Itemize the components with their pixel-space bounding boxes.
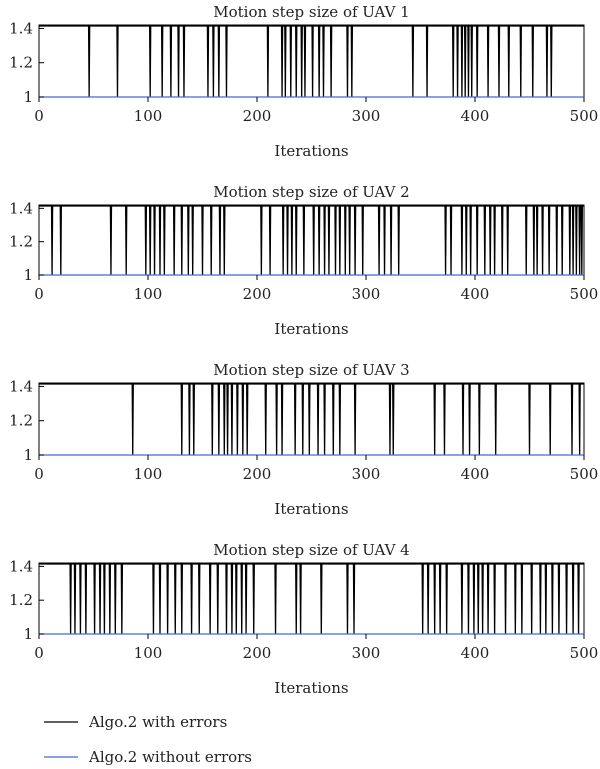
x-tick-label: 400 xyxy=(461,644,490,662)
y-tick-label: 1.2 xyxy=(9,412,33,430)
x-tick-label: 500 xyxy=(570,644,599,662)
x-tick-label: 200 xyxy=(243,644,272,662)
x-axis-label: Iterations xyxy=(274,500,348,518)
series-line-with-errors xyxy=(39,205,584,276)
y-tick-label: 1.2 xyxy=(9,233,33,251)
x-tick-label: 400 xyxy=(461,107,490,125)
chart-title: Motion step size of UAV 4 xyxy=(213,541,409,559)
x-tick-label: 300 xyxy=(352,644,381,662)
x-tick-label: 200 xyxy=(243,465,272,483)
x-tick-label: 400 xyxy=(461,285,490,303)
y-tick-label: 1.2 xyxy=(9,54,33,72)
x-tick-label: 500 xyxy=(570,107,599,125)
y-tick-label: 1 xyxy=(23,266,33,284)
x-axis-label: Iterations xyxy=(274,142,348,160)
y-tick-label: 1.4 xyxy=(9,557,33,575)
x-tick-label: 100 xyxy=(134,644,163,662)
chart-title: Motion step size of UAV 2 xyxy=(213,183,409,201)
x-axis-label: Iterations xyxy=(274,679,348,697)
chart-panel-uav-4: Motion step size of UAV 4 1 1.2 1.4 0 100 200 3… xyxy=(9,541,598,697)
series-line-with-errors xyxy=(39,383,584,456)
x-tick-label: 200 xyxy=(243,107,272,125)
y-tick-label: 1 xyxy=(23,88,33,106)
x-tick-label: 200 xyxy=(243,285,272,303)
legend-label: Algo.2 with errors xyxy=(88,713,227,731)
x-tick-label: 400 xyxy=(461,465,490,483)
chart-panel-uav-2: Motion step size of UAV 2 1 1.2 1.4 0 100 200 3… xyxy=(9,183,598,338)
series-line-with-errors xyxy=(39,25,584,98)
legend-label: Algo.2 without errors xyxy=(88,748,252,766)
y-tick-label: 1.4 xyxy=(9,19,33,37)
x-tick-label: 300 xyxy=(352,107,381,125)
x-tick-label: 500 xyxy=(570,465,599,483)
x-axis-label: Iterations xyxy=(274,320,348,338)
chart-panel-uav-3: Motion step size of UAV 3 1 1.2 1.4 0 100 200 3… xyxy=(9,361,598,518)
x-tick-label: 0 xyxy=(34,107,44,125)
plot-frame xyxy=(38,382,585,456)
y-tick-label: 1 xyxy=(23,446,33,464)
series-line-with-errors xyxy=(39,563,584,635)
x-tick-label: 500 xyxy=(570,285,599,303)
chart-title: Motion step size of UAV 1 xyxy=(213,3,409,21)
x-tick-label: 300 xyxy=(352,285,381,303)
x-tick-label: 0 xyxy=(34,465,44,483)
x-tick-label: 300 xyxy=(352,465,381,483)
x-tick-label: 0 xyxy=(34,644,44,662)
y-tick-label: 1.4 xyxy=(9,377,33,395)
chart-title: Motion step size of UAV 3 xyxy=(213,361,409,379)
x-tick-label: 100 xyxy=(134,285,163,303)
y-tick-label: 1.2 xyxy=(9,591,33,609)
chart-panel-uav-1: Motion step size of UAV 1 1 1.2 1.4 0 100 200 3… xyxy=(9,3,598,160)
x-tick-label: 100 xyxy=(134,107,163,125)
y-tick-label: 1 xyxy=(23,625,33,643)
x-tick-label: 100 xyxy=(134,465,163,483)
legend: Algo.2 with errors Algo.2 without errors xyxy=(44,713,252,766)
x-tick-label: 0 xyxy=(34,285,44,303)
y-tick-label: 1.4 xyxy=(9,199,33,217)
